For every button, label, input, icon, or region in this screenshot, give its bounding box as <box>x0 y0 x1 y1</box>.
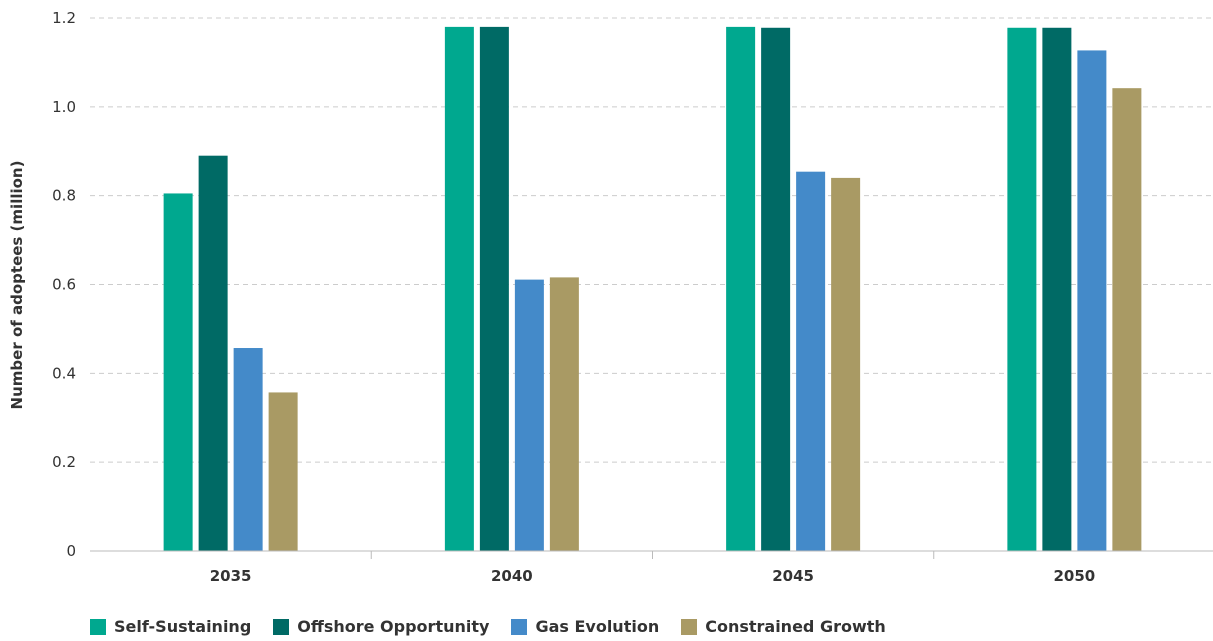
bar-gas-evolution-2050 <box>1077 50 1107 552</box>
y-tick-label: 1.2 <box>52 9 76 27</box>
bar-chart: 0 0.2 0.4 0.6 0.8 1.0 1.2 2035 2040 2045 2050 Numb… <box>8 9 1213 585</box>
legend-label: Offshore Opportunity <box>297 617 490 636</box>
bar-offshore-opportunity-2040 <box>479 26 509 551</box>
x-tick-label: 2035 <box>210 567 252 585</box>
bar-self-sustaining-2035 <box>163 193 193 551</box>
bar-gas-evolution-2035 <box>233 348 263 551</box>
bar-gas-evolution-2045 <box>796 171 826 551</box>
bar-offshore-opportunity-2045 <box>761 27 791 551</box>
y-tick-label: 0.8 <box>52 187 76 205</box>
legend-swatch <box>90 618 106 635</box>
bar-constrained-growth-2040 <box>549 277 579 551</box>
legend-label: Gas Evolution <box>535 617 660 636</box>
axes: 0 0.2 0.4 0.6 0.8 1.0 1.2 2035 2040 2045 2050 <box>52 9 1213 585</box>
bar-constrained-growth-2050 <box>1112 88 1142 551</box>
bars <box>163 26 1142 552</box>
legend-label: Self-Sustaining <box>114 617 252 636</box>
bar-constrained-growth-2045 <box>831 177 861 551</box>
y-axis-title: Number of adoptees (million) <box>8 161 26 410</box>
x-tick-label: 2045 <box>772 567 814 585</box>
legend-item: Offshore Opportunity <box>273 617 489 636</box>
bar-self-sustaining-2050 <box>1007 27 1037 551</box>
x-tick-label: 2050 <box>1054 567 1096 585</box>
y-tick-label: 1.0 <box>52 98 76 116</box>
bar-offshore-opportunity-2050 <box>1042 27 1072 551</box>
bar-self-sustaining-2045 <box>726 26 756 551</box>
y-tick-label: 0.6 <box>52 276 76 294</box>
bar-offshore-opportunity-2035 <box>198 155 228 552</box>
legend-swatch <box>511 618 528 635</box>
legend-swatch <box>681 618 698 635</box>
x-tick-label: 2040 <box>491 567 533 585</box>
legend-label: Constrained Growth <box>705 617 886 636</box>
legend: Self-Sustaining Offshore Opportunity Gas E… <box>90 617 886 636</box>
legend-swatch <box>273 618 290 635</box>
y-tick-label: 0 <box>66 542 76 560</box>
bar-constrained-growth-2035 <box>268 392 298 551</box>
bar-self-sustaining-2040 <box>444 26 474 551</box>
legend-item: Constrained Growth <box>681 617 886 636</box>
bar-gas-evolution-2040 <box>514 279 544 551</box>
legend-item: Self-Sustaining <box>90 617 251 636</box>
y-tick-label: 0.4 <box>52 364 76 382</box>
y-tick-label: 0.2 <box>52 453 76 471</box>
legend-item: Gas Evolution <box>511 617 659 636</box>
